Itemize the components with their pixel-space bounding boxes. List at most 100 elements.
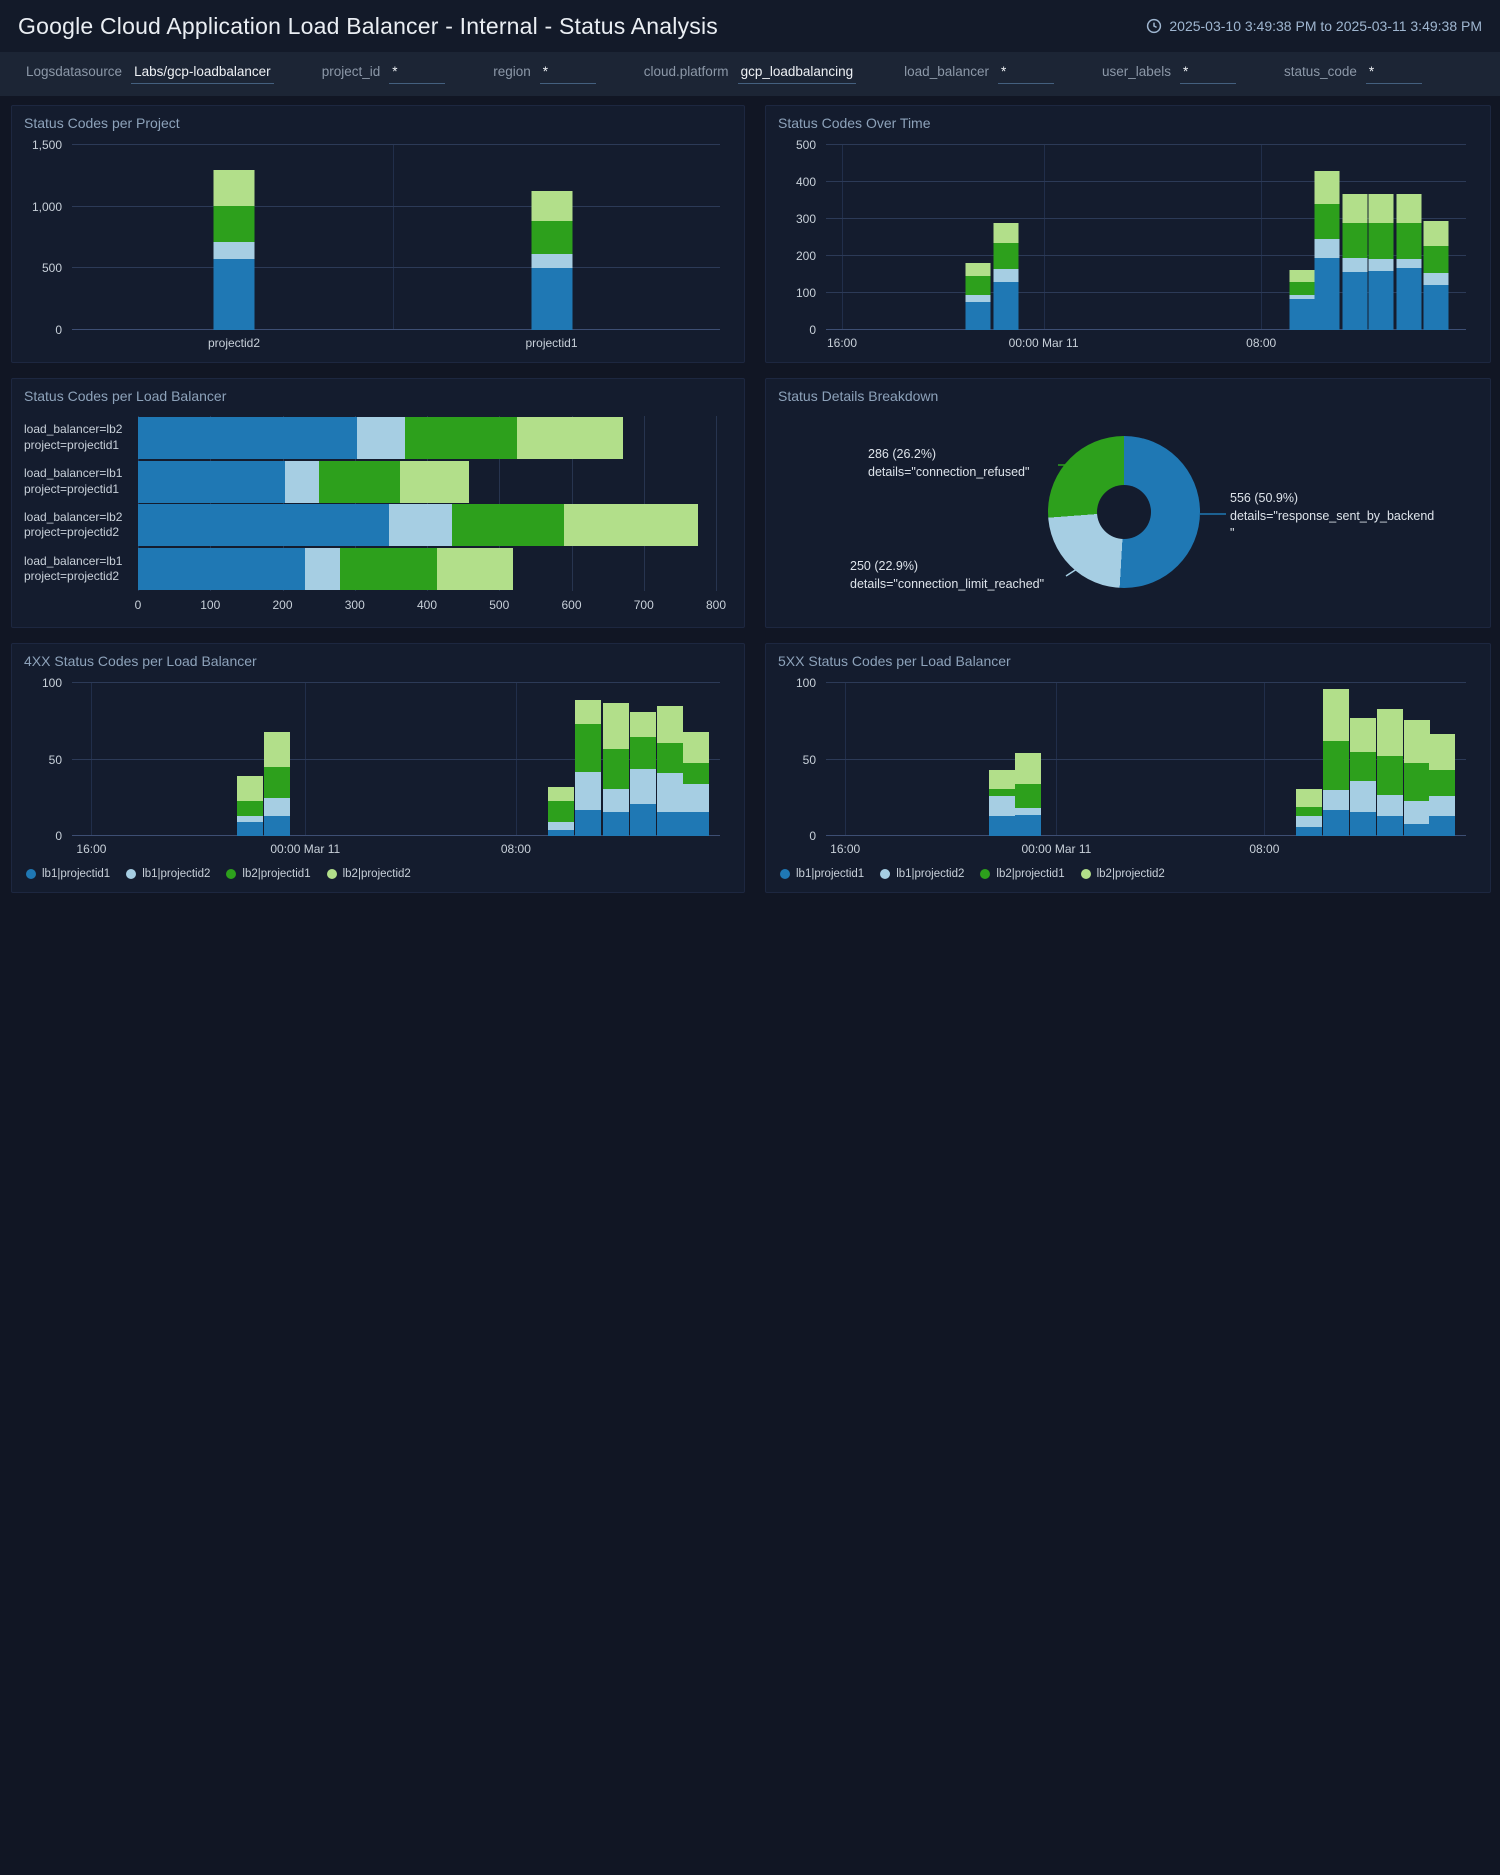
- legend-item[interactable]: lb2|projectid2: [326, 868, 411, 880]
- bar-segment: [1323, 689, 1350, 742]
- x-axis-tick: 08:00: [500, 842, 531, 856]
- panel-title: 4XX Status Codes per Load Balancer: [24, 653, 257, 669]
- filter-logsdatasource[interactable]: Logsdatasource Labs/gcp-loadbalancer: [26, 64, 274, 84]
- vertical-gridline: [1264, 683, 1266, 836]
- dashboard-header: Google Cloud Application Load Balancer -…: [0, 0, 1500, 52]
- filter-value[interactable]: *: [389, 64, 446, 84]
- panel-4xx-status-codes: 4XX Status Codes per Load Balancer 0 50 10…: [11, 643, 745, 893]
- stacked-bar[interactable]: [1342, 194, 1368, 330]
- vertical-gridline: [716, 416, 717, 591]
- stacked-bar[interactable]: [1423, 220, 1449, 330]
- bar-segment: [263, 816, 290, 836]
- stacked-bar[interactable]: [138, 548, 716, 591]
- legend-item[interactable]: lb2|projectid1: [226, 868, 311, 880]
- stacked-bar[interactable]: [1289, 270, 1315, 330]
- stacked-bar[interactable]: [531, 190, 573, 330]
- stacked-bar[interactable]: [683, 732, 710, 836]
- bar-segment: [237, 776, 264, 801]
- filter-status-code[interactable]: status_code *: [1284, 64, 1422, 84]
- legend-item[interactable]: lb1|projectid1: [780, 868, 864, 880]
- stacked-bar[interactable]: [629, 712, 656, 836]
- bar-segment: [1289, 281, 1315, 295]
- filter-value[interactable]: *: [539, 64, 596, 84]
- stacked-bar[interactable]: [138, 504, 716, 547]
- stacked-bar[interactable]: [1349, 718, 1376, 836]
- stacked-bar[interactable]: [1323, 689, 1350, 836]
- bar-segment: [1423, 284, 1449, 330]
- stacked-bar[interactable]: [213, 170, 255, 330]
- filter-value[interactable]: *: [998, 64, 1054, 84]
- vertical-gridline: [138, 416, 139, 591]
- bar-segment: [683, 762, 710, 784]
- filter-value[interactable]: Labs/gcp-loadbalancer: [131, 64, 274, 84]
- bar-segment: [1323, 790, 1350, 810]
- bar-segment: [304, 548, 340, 591]
- bar-segment: [1376, 709, 1403, 757]
- bar-segment: [318, 460, 401, 503]
- stacked-bar[interactable]: [993, 222, 1019, 330]
- filter-project-id[interactable]: project_id *: [322, 64, 446, 84]
- stacked-bar[interactable]: [1403, 719, 1430, 836]
- filter-cloud-platform[interactable]: cloud.platform gcp_loadbalancing: [644, 64, 857, 84]
- stacked-bar[interactable]: [602, 702, 629, 836]
- legend-item[interactable]: lb2|projectid2: [1080, 868, 1165, 880]
- bar-segment: [237, 816, 264, 823]
- legend-item[interactable]: lb1|projectid2: [126, 868, 210, 880]
- stacked-bar[interactable]: [989, 770, 1015, 836]
- x-axis-tick: 800: [705, 598, 727, 612]
- bar-segment: [388, 504, 452, 547]
- filter-value[interactable]: gcp_loadbalancing: [737, 64, 857, 84]
- stacked-bar[interactable]: [1368, 193, 1394, 330]
- vertical-gridline: [571, 416, 573, 591]
- donut-chart[interactable]: [1048, 436, 1200, 588]
- legend-item[interactable]: lb2|projectid1: [980, 868, 1065, 880]
- stacked-bar[interactable]: [1296, 788, 1323, 836]
- stacked-bar[interactable]: [138, 460, 716, 503]
- stacked-bar[interactable]: [1396, 194, 1422, 330]
- vertical-gridline: [282, 416, 284, 591]
- stacked-bar[interactable]: [263, 732, 290, 836]
- bar-segment: [1015, 784, 1042, 809]
- legend-label: lb2|projectid1: [996, 868, 1065, 880]
- stacked-bar[interactable]: [138, 416, 716, 459]
- legend-item[interactable]: lb1|projectid2: [880, 868, 964, 880]
- bar-segment: [138, 504, 389, 547]
- x-axis-tick: 00:00 Mar 11: [1008, 336, 1079, 350]
- y-axis-tick: 100: [41, 676, 62, 690]
- vertical-gridline: [210, 416, 212, 591]
- bar-segment: [1314, 170, 1340, 205]
- x-axis-tick: 00:00 Mar 11: [1021, 842, 1092, 856]
- bar-segment: [989, 770, 1015, 789]
- stacked-bar[interactable]: [1314, 170, 1340, 330]
- stacked-bar[interactable]: [548, 787, 575, 836]
- stacked-bar[interactable]: [657, 705, 684, 836]
- time-range-picker[interactable]: 2025-03-10 3:49:38 PM to 2025-03-11 3:49…: [1146, 18, 1482, 34]
- filter-region[interactable]: region *: [493, 64, 596, 84]
- legend-label: lb2|projectid2: [1096, 868, 1165, 880]
- bar-segment: [531, 190, 573, 221]
- stacked-bar[interactable]: [1015, 753, 1042, 836]
- bar-segment: [1015, 808, 1042, 815]
- legend-item[interactable]: lb1|projectid1: [26, 868, 110, 880]
- x-axis-tick: 400: [416, 598, 438, 612]
- bar-segment: [1403, 762, 1430, 801]
- bar-segment: [1296, 788, 1323, 807]
- filter-value[interactable]: *: [1365, 64, 1422, 84]
- plot-area: 0 100 200 300 400 500 16:00 00:00 Mar 11 08:00: [796, 138, 1466, 350]
- x-axis-tick: 16:00: [826, 336, 858, 350]
- stacked-bar[interactable]: [1429, 733, 1456, 836]
- filter-user-labels[interactable]: user_labels *: [1102, 64, 1237, 84]
- bar-segment: [563, 504, 698, 547]
- bar-segment: [575, 724, 602, 772]
- row-label: load_balancer=lb2 project=projectid1: [24, 422, 123, 452]
- bar-segment: [1403, 719, 1430, 763]
- stacked-bar[interactable]: [965, 263, 991, 330]
- filter-load-balancer[interactable]: load_balancer *: [904, 64, 1054, 84]
- bar-segment: [1349, 780, 1376, 812]
- stacked-bar[interactable]: [237, 776, 264, 836]
- stacked-bar[interactable]: [1376, 709, 1403, 836]
- y-axis-tick: 100: [795, 286, 816, 300]
- bar-segment: [1342, 257, 1368, 272]
- filter-value[interactable]: *: [1180, 64, 1237, 84]
- stacked-bar[interactable]: [575, 699, 602, 836]
